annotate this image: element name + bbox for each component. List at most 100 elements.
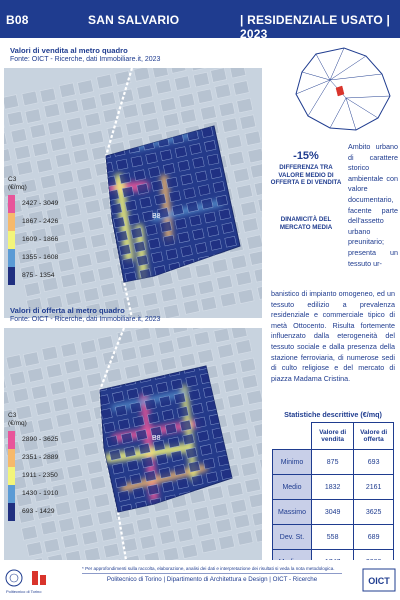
city-block: [71, 235, 88, 252]
city-block: [200, 537, 218, 554]
city-block: [232, 80, 250, 96]
city-block: [21, 436, 39, 453]
city-block: [80, 183, 98, 199]
city-block: [175, 265, 193, 282]
city-block: [5, 354, 23, 370]
stat-offer: 2161: [353, 474, 394, 500]
city-block: [219, 291, 237, 308]
stat-sale: 875: [310, 449, 355, 475]
city-block: [60, 272, 78, 289]
city-block: [233, 427, 251, 444]
stats-row: Massimo 3049 3625: [272, 499, 394, 525]
map1-legend-items: 2427 - 3049 1867 - 2426 1609 - 1866 1355 - …: [8, 195, 74, 285]
city-block: [189, 328, 207, 331]
category-label: | RESIDENZIALE USATO | 2023: [240, 13, 391, 41]
city-block: [85, 371, 103, 388]
map2svg-canvas: B8: [4, 328, 262, 560]
footer: [0, 560, 400, 600]
legend-label: 1355 - 1608: [22, 254, 59, 261]
city-block: [85, 302, 103, 318]
city-block: [194, 262, 212, 279]
city-block: [35, 157, 53, 174]
polito-seal-icon: [5, 569, 23, 587]
map2-legend-title: C3: [8, 412, 17, 419]
description-text-top: Ambito urbano di carattere storico ambie…: [348, 142, 398, 268]
city-block: [64, 202, 82, 218]
zone-label: B8: [152, 435, 161, 442]
legend-label: 875 - 1354: [22, 272, 55, 279]
city-block: [125, 120, 143, 137]
map2-legend-items: 2890 - 3625 2351 - 2889 1911 - 2350 1430 - …: [8, 431, 74, 521]
city-block: [237, 288, 255, 305]
city-block: [39, 173, 57, 190]
city-block: [22, 351, 40, 367]
city-block: [246, 389, 262, 405]
city-block: [235, 270, 253, 287]
city-block: [31, 141, 49, 157]
city-block: [241, 374, 259, 390]
maps-column: Valori di vendita al metro quadro Fonte:…: [0, 38, 262, 560]
map2-legend-row: 1430 - 1910: [8, 485, 74, 503]
city-block: [49, 380, 67, 396]
city-block: [84, 198, 102, 215]
city-block: [64, 549, 82, 560]
oict-logo: OICT: [362, 568, 396, 592]
city-block: [42, 190, 60, 207]
city-block: [63, 358, 81, 375]
city-block: [31, 227, 49, 244]
city-block: [27, 557, 45, 560]
city-block: [16, 160, 34, 176]
map1-legend: C3 (€/mq) 2427 - 3049 1867 - 2426 1609 - 1…: [8, 176, 74, 285]
city-block: [255, 440, 262, 456]
city-block: [4, 94, 20, 110]
map1-legend-row: 1609 - 1866: [8, 231, 74, 249]
city-block: [100, 282, 118, 298]
city-block: [58, 428, 76, 445]
city-block: [135, 517, 153, 533]
city-block: [114, 70, 132, 86]
city-block: [233, 167, 250, 183]
city-block: [162, 546, 180, 560]
city-block: [257, 196, 262, 212]
city-block: [30, 384, 48, 400]
map1-title: Valori di vendita al metro quadro: [10, 46, 128, 55]
city-block: [77, 79, 94, 95]
district-highlight: [335, 85, 345, 97]
city-block: [105, 367, 123, 384]
city-block: [134, 328, 152, 342]
city-block: [206, 485, 224, 501]
city-block: [82, 287, 100, 303]
city-block: [89, 475, 107, 491]
city-block: [17, 248, 35, 265]
map2-legend-row: 1911 - 2350: [8, 467, 74, 485]
city-block: [87, 129, 105, 146]
city-block: [57, 257, 75, 273]
city-block: [153, 328, 171, 340]
city-block: [96, 509, 114, 525]
market-dynamics-label: DINAMICITÀ DEL MERCATO MEDIA: [279, 216, 333, 231]
city-block: [74, 497, 92, 513]
city-block: [4, 390, 10, 407]
city-block: [61, 533, 79, 549]
city-block: [44, 449, 61, 465]
city-block: [225, 134, 243, 150]
map1-legend-row: 2427 - 3049: [8, 195, 74, 213]
city-block: [30, 470, 48, 486]
city-block: [182, 299, 200, 315]
polito-logo-text: Politecnico di Torino: [6, 589, 42, 594]
city-block: [217, 343, 234, 359]
city-block: [246, 234, 262, 250]
city-block: [230, 498, 248, 515]
city-block: [227, 393, 245, 409]
stats-table: Valore di vendita Valore di offerta Mini…: [272, 422, 394, 575]
legend-label: 1867 - 2426: [22, 218, 59, 225]
city-block: [18, 420, 35, 436]
city-block: [155, 79, 172, 95]
city-block: [221, 117, 239, 133]
city-block: [71, 478, 88, 495]
city-block: [139, 100, 157, 117]
city-block: [79, 339, 97, 355]
city-block: [43, 537, 61, 554]
city-block: [196, 88, 214, 104]
city-block: [62, 187, 80, 203]
